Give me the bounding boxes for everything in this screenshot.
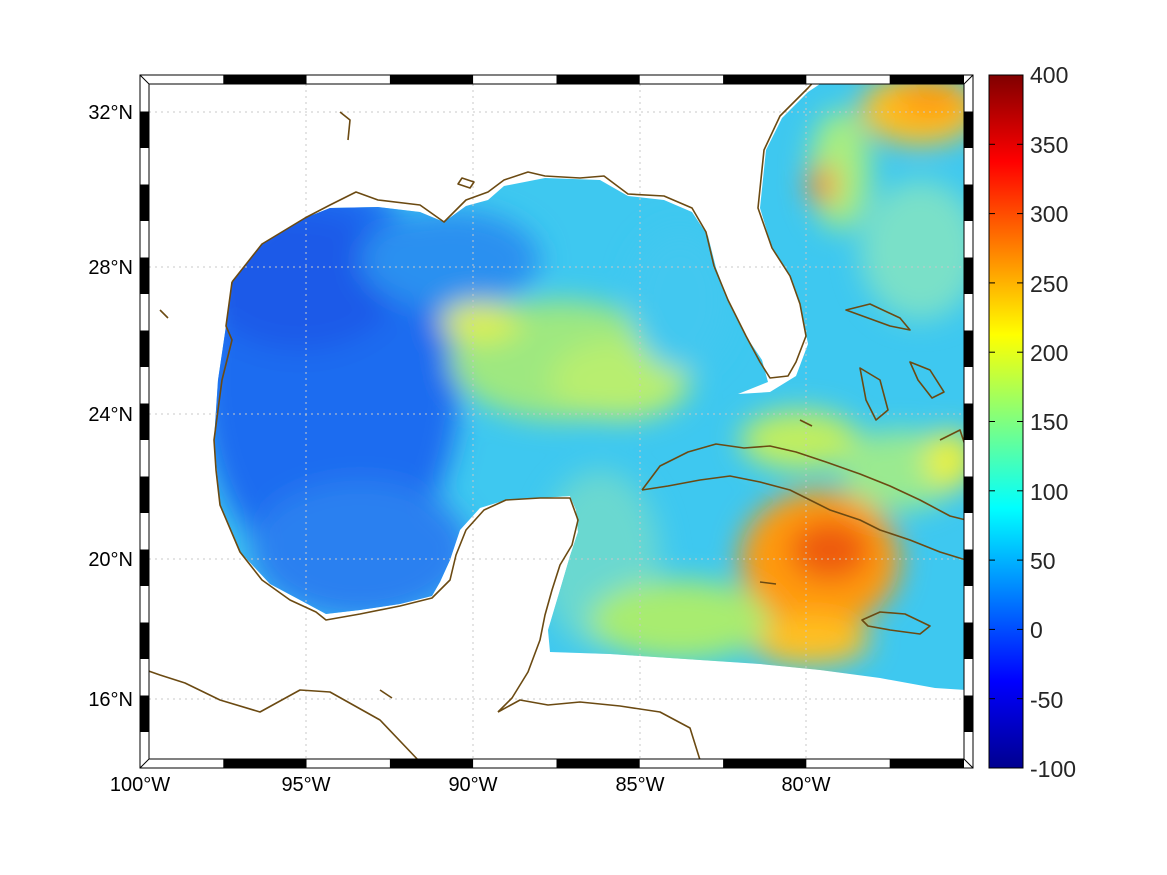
frame-segment [140, 221, 149, 258]
frame-segment [140, 257, 149, 294]
frame-segment [140, 440, 149, 477]
frame-segment [140, 513, 149, 550]
colorbar-tick-label: 350 [1030, 132, 1068, 158]
frame-segment [140, 294, 149, 331]
colorbar-tick-label: 200 [1030, 340, 1068, 366]
frame-segment [964, 659, 973, 696]
y-tick-label: 32°N [88, 102, 133, 124]
frame-segment [140, 75, 149, 112]
frame-segment [806, 759, 890, 768]
colorbar-tick-label: 50 [1030, 548, 1056, 574]
frame-segment [556, 759, 640, 768]
frame-segment [140, 184, 149, 221]
frame-segment [140, 75, 224, 84]
x-tick-label: 100°W [110, 774, 170, 796]
frame-segment [964, 330, 973, 367]
y-axis-labels: 32°N 28°N 24°N 20°N 16°N [88, 102, 133, 711]
frame-segment [964, 586, 973, 623]
y-tick-label: 24°N [88, 404, 133, 426]
frame-segment [140, 622, 149, 659]
frame-segment [964, 111, 973, 148]
frame-segment [140, 695, 149, 732]
x-tick-label: 90°W [448, 774, 497, 796]
colorbar-tick-label: 100 [1030, 479, 1068, 505]
frame-segment [964, 695, 973, 732]
colorbar: 400 350 300 250 200 150 100 50 0 -50 -10… [988, 62, 1076, 782]
frame-segment [964, 257, 973, 294]
frame-segment [964, 513, 973, 550]
frame-segment [140, 148, 149, 185]
frame-segment [140, 330, 149, 367]
frame-segment [723, 75, 807, 84]
frame-segment [473, 75, 557, 84]
frame-segment [964, 440, 973, 477]
frame-segment [964, 148, 973, 185]
x-tick-label: 80°W [781, 774, 830, 796]
frame-segment [389, 759, 474, 768]
frame-segment [964, 75, 973, 112]
colorbar-tick-label: 0 [1030, 617, 1043, 643]
frame-segment [806, 75, 890, 84]
frame-segment [140, 403, 149, 440]
frame-segment [964, 549, 973, 586]
map-frame [139, 74, 974, 769]
frame-segment [140, 549, 149, 586]
frame-segment [964, 367, 973, 404]
colorbar-tick-label: -100 [1030, 756, 1076, 782]
frame-segment [306, 759, 390, 768]
frame-segment [140, 659, 149, 696]
colorbar-tick-label: 300 [1030, 201, 1068, 227]
frame-segment [140, 759, 224, 768]
colorbar-tick-label: 150 [1030, 409, 1068, 435]
frame-segment [140, 111, 149, 148]
frame-segment [306, 75, 390, 84]
y-tick-label: 28°N [88, 257, 133, 279]
y-tick-label: 20°N [88, 549, 133, 571]
colorbar-tick-label: -50 [1030, 687, 1063, 713]
frame-segment [964, 732, 973, 768]
y-tick-label: 16°N [88, 689, 133, 711]
frame-segment [639, 759, 724, 768]
frame-segment [964, 294, 973, 331]
frame-segment [140, 586, 149, 623]
frame-segment [889, 75, 973, 84]
map-grid [149, 84, 964, 760]
frame-segment [964, 476, 973, 513]
frame-segment [639, 75, 724, 84]
frame-segment [964, 403, 973, 440]
x-tick-label: 85°W [615, 774, 664, 796]
x-tick-label: 95°W [281, 774, 330, 796]
frame-segment [964, 221, 973, 258]
heatmap-field [214, 84, 966, 690]
colorbar-tick-label: 400 [1030, 62, 1068, 88]
colorbar-labels: 400 350 300 250 200 150 100 50 0 -50 -10… [1030, 62, 1076, 782]
frame-segment [964, 622, 973, 659]
frame-segment [889, 759, 973, 768]
frame-segment [223, 75, 307, 84]
frame-segment [223, 759, 307, 768]
frame-segment [140, 732, 149, 768]
coastline [139, 74, 967, 763]
frame-segment [140, 367, 149, 404]
frame-segment [473, 759, 557, 768]
x-axis-labels: 100°W 95°W 90°W 85°W 80°W [110, 774, 831, 796]
frame-segment [723, 759, 807, 768]
frame-segment [556, 75, 640, 84]
frame-segment [389, 75, 474, 84]
frame-segment [964, 184, 973, 221]
colorbar-tick-label: 250 [1030, 271, 1068, 297]
frame-segment [140, 476, 149, 513]
